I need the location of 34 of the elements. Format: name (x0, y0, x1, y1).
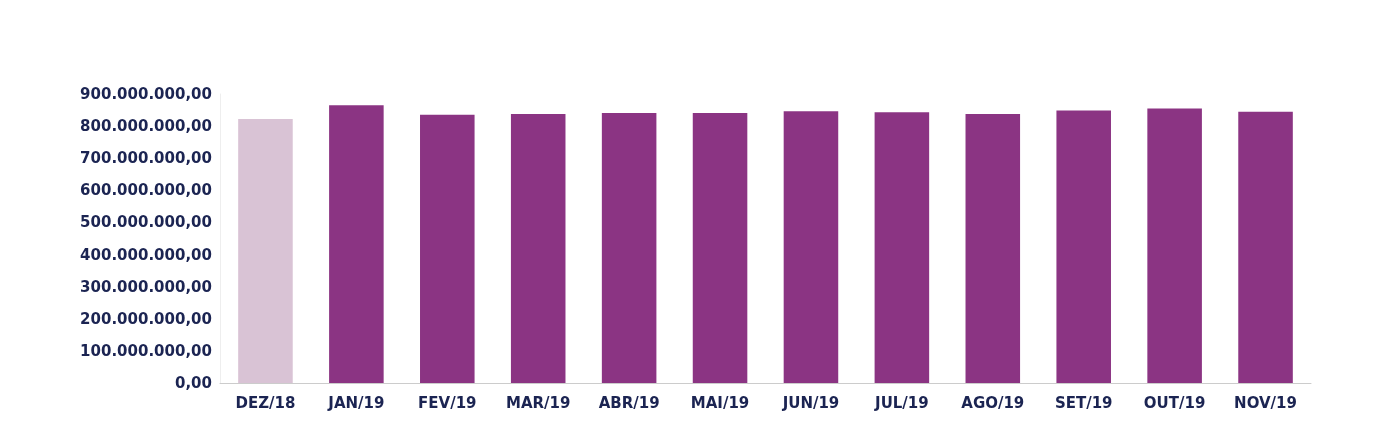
x-tick-label: MAI/19 (690, 393, 750, 412)
x-tick-label: JAN/19 (327, 393, 385, 412)
bar (601, 112, 657, 383)
x-tick-label: FEV/19 (418, 393, 477, 412)
bar (329, 105, 384, 383)
y-tick-label: 100.000.000,00 (80, 341, 212, 360)
y-tick-label: 500.000.000,00 (80, 213, 212, 232)
bar (874, 112, 930, 383)
y-tick-label: 400.000.000,00 (80, 245, 212, 264)
x-tick-label: NOV/19 (1234, 393, 1297, 412)
y-tick-label: 900.000.000,00 (80, 85, 212, 103)
bar (238, 119, 293, 383)
bar (420, 114, 475, 383)
bar (692, 112, 748, 383)
x-tick-label: DEZ/18 (235, 393, 296, 412)
x-tick-label: JUN/19 (781, 393, 840, 412)
bar (1056, 110, 1111, 383)
x-tick-label: JUL/19 (874, 393, 929, 412)
y-tick-label: 300.000.000,00 (80, 277, 212, 296)
bar (783, 111, 839, 383)
y-tick-label: 800.000.000,00 (80, 117, 212, 136)
y-tick-label: 600.000.000,00 (80, 181, 212, 200)
y-tick-label: 0,00 (174, 374, 212, 392)
bar (510, 113, 566, 383)
bar (1238, 111, 1293, 383)
x-tick-label: SET/19 (1054, 393, 1113, 412)
bar (1147, 108, 1202, 383)
x-tick-label: MAR/19 (505, 393, 571, 412)
y-tick-label: 700.000.000,00 (80, 149, 212, 168)
y-tick-label: 200.000.000,00 (80, 309, 212, 328)
bar (965, 113, 1021, 383)
x-tick-label: OUT/19 (1143, 393, 1206, 412)
x-tick-label: ABR/19 (598, 393, 660, 412)
x-tick-label: AGO/19 (961, 393, 1025, 412)
